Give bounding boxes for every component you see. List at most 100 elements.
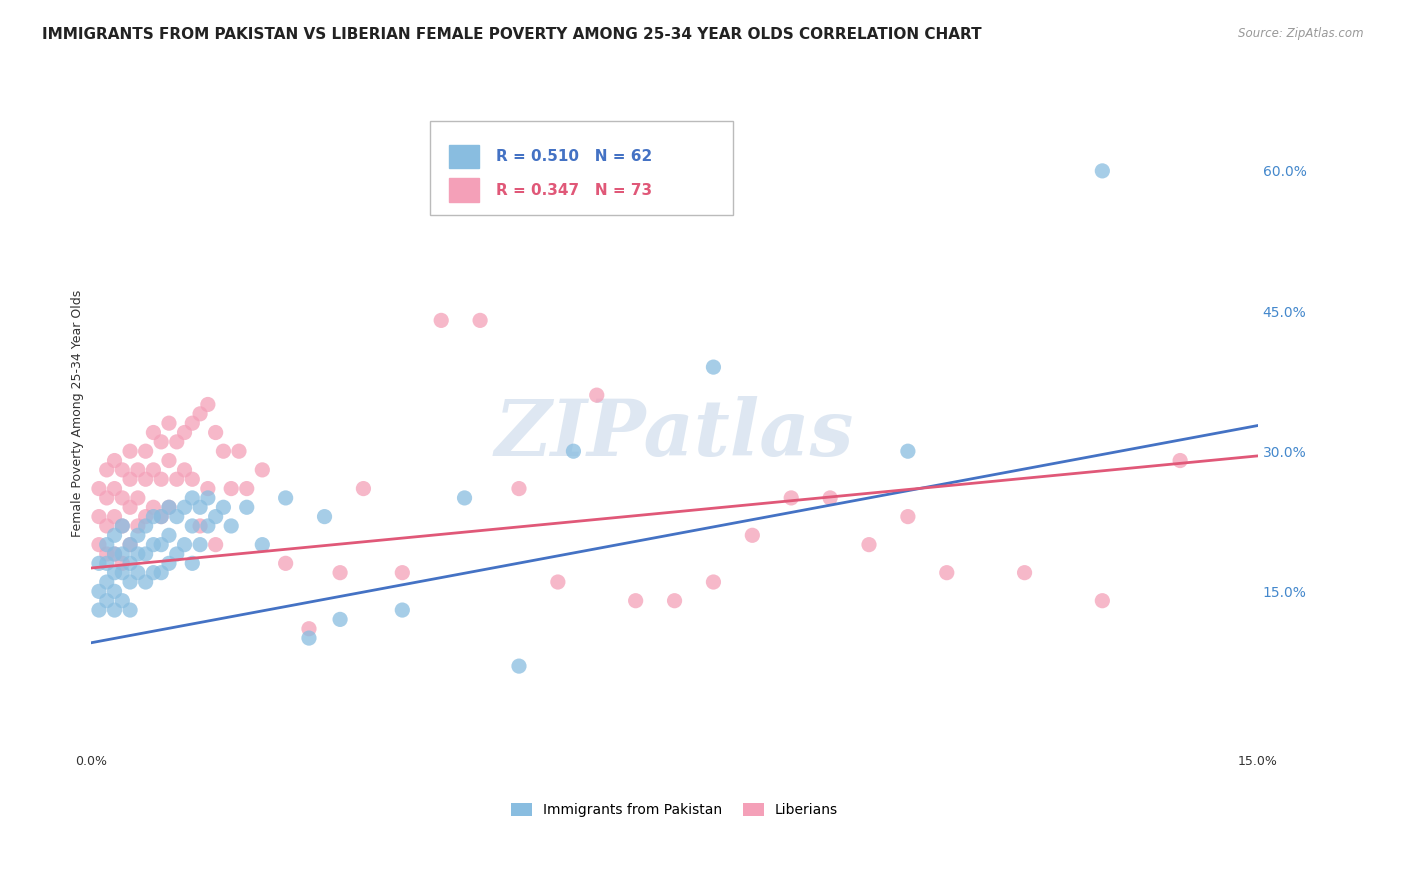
Point xyxy=(188,538,211,552)
Point xyxy=(935,566,957,580)
Point xyxy=(96,463,118,477)
Point xyxy=(157,557,180,571)
Point xyxy=(391,566,413,580)
Point xyxy=(96,538,118,552)
Point xyxy=(135,444,157,458)
Point xyxy=(127,463,149,477)
Point xyxy=(314,509,336,524)
Point xyxy=(157,528,180,542)
Point xyxy=(166,509,188,524)
Point xyxy=(103,482,125,496)
Point xyxy=(111,566,134,580)
Point xyxy=(547,574,569,589)
Point xyxy=(508,482,530,496)
Point xyxy=(142,566,165,580)
Point xyxy=(897,444,920,458)
Point xyxy=(96,574,118,589)
Point xyxy=(120,500,142,515)
Point xyxy=(150,566,173,580)
Point xyxy=(430,313,453,327)
Point xyxy=(508,659,530,673)
Point xyxy=(235,482,257,496)
Point xyxy=(1014,566,1036,580)
Point xyxy=(142,425,165,440)
Point xyxy=(329,566,352,580)
Point xyxy=(468,313,491,327)
Point xyxy=(111,519,134,533)
Point xyxy=(188,407,211,421)
Point xyxy=(897,509,920,524)
Point xyxy=(181,472,204,486)
Point xyxy=(298,622,321,636)
Point xyxy=(120,538,142,552)
Text: Source: ZipAtlas.com: Source: ZipAtlas.com xyxy=(1239,27,1364,40)
Point xyxy=(173,538,195,552)
Point xyxy=(741,528,763,542)
Point xyxy=(197,482,219,496)
Point xyxy=(87,509,110,524)
Point xyxy=(120,603,142,617)
Point xyxy=(150,509,173,524)
Point xyxy=(127,566,149,580)
Point xyxy=(120,444,142,458)
Y-axis label: Female Poverty Among 25-34 Year Olds: Female Poverty Among 25-34 Year Olds xyxy=(72,290,84,538)
Point xyxy=(235,500,257,515)
Text: ZIPatlas: ZIPatlas xyxy=(495,396,855,472)
Text: IMMIGRANTS FROM PAKISTAN VS LIBERIAN FEMALE POVERTY AMONG 25-34 YEAR OLDS CORREL: IMMIGRANTS FROM PAKISTAN VS LIBERIAN FEM… xyxy=(42,27,981,42)
Point xyxy=(103,603,125,617)
Point xyxy=(87,584,110,599)
Text: R = 0.347   N = 73: R = 0.347 N = 73 xyxy=(496,183,652,198)
Point xyxy=(96,593,118,607)
Point xyxy=(298,631,321,645)
Point xyxy=(111,593,134,607)
Point xyxy=(352,482,374,496)
Point xyxy=(87,538,110,552)
Point xyxy=(624,593,647,607)
Point xyxy=(702,574,724,589)
Point xyxy=(219,482,242,496)
Point xyxy=(96,557,118,571)
Point xyxy=(135,509,157,524)
Point xyxy=(197,519,219,533)
Point xyxy=(103,547,125,561)
Point xyxy=(103,566,125,580)
Point xyxy=(120,574,142,589)
Point xyxy=(87,557,110,571)
FancyBboxPatch shape xyxy=(430,121,733,215)
Point xyxy=(142,538,165,552)
Point xyxy=(252,463,274,477)
Point xyxy=(188,500,211,515)
Point xyxy=(111,557,134,571)
Point xyxy=(1091,164,1114,178)
Point xyxy=(212,444,235,458)
Point xyxy=(1091,593,1114,607)
Point xyxy=(96,491,118,505)
Point xyxy=(664,593,686,607)
Legend: Immigrants from Pakistan, Liberians: Immigrants from Pakistan, Liberians xyxy=(506,797,844,822)
Point xyxy=(157,416,180,430)
Point xyxy=(142,509,165,524)
Point xyxy=(181,416,204,430)
Point xyxy=(103,453,125,467)
Bar xyxy=(450,145,478,169)
Point xyxy=(135,519,157,533)
Point xyxy=(150,538,173,552)
Point xyxy=(127,547,149,561)
Point xyxy=(142,463,165,477)
Point xyxy=(157,500,180,515)
Point xyxy=(274,557,297,571)
Point xyxy=(562,444,585,458)
Point xyxy=(157,500,180,515)
Point xyxy=(135,547,157,561)
Point xyxy=(204,425,226,440)
Point xyxy=(197,397,219,411)
Point xyxy=(252,538,274,552)
Point xyxy=(111,463,134,477)
Point xyxy=(87,482,110,496)
Point xyxy=(181,519,204,533)
Point xyxy=(181,557,204,571)
Point xyxy=(166,434,188,449)
Point xyxy=(135,472,157,486)
Point xyxy=(204,509,226,524)
Point xyxy=(127,528,149,542)
